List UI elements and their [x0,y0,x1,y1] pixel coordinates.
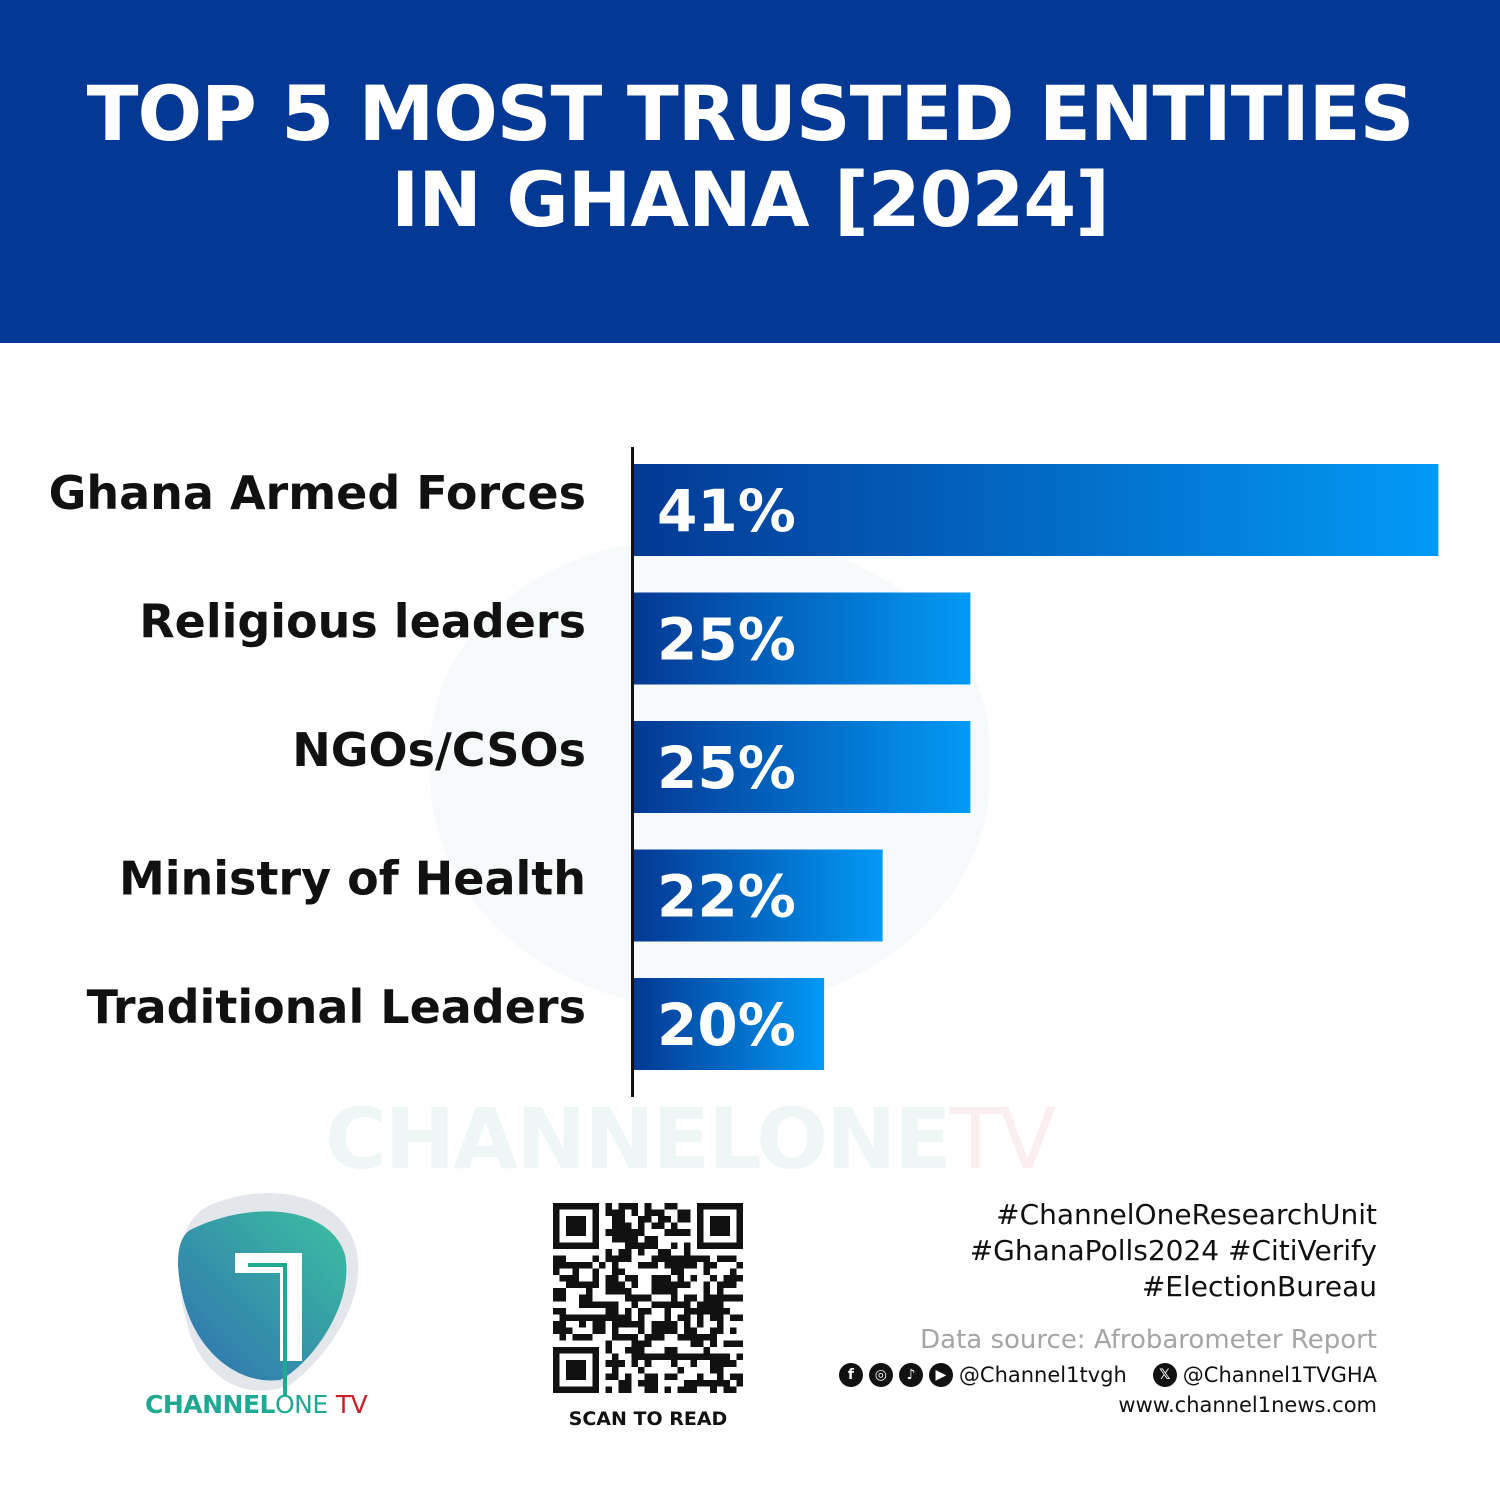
watermark-brand: CHANNELONE [325,1090,952,1188]
title-line-2: IN GHANA [2024] [390,154,1110,244]
watermark-tv: TV [949,1090,1057,1188]
qr-code[interactable] [553,1203,743,1393]
hashtag-line: #GhanaPolls2024 #CitiVerify [969,1234,1377,1267]
x-handle[interactable]: @Channel1TVGHA [1182,1363,1377,1387]
bar [634,721,971,813]
title-line-1: TOP 5 MOST TRUSTED ENTITIES [86,68,1415,158]
logo-brand-bold: CHANNEL [145,1390,275,1419]
hashtag-line: #ChannelOneResearchUnit [996,1198,1377,1231]
youtube-icon[interactable]: ▶ [928,1363,953,1387]
category-label: NGOs/CSOs [292,723,586,777]
logo-brand-light: ONE [274,1390,328,1419]
value-label: 41% [657,477,796,545]
tiktok-icon[interactable]: ♪ [898,1363,923,1387]
value-label: 22% [657,863,796,931]
value-label: 25% [657,734,796,802]
category-label: Religious leaders [139,595,586,649]
category-label: Traditional Leaders [87,980,586,1034]
page-title: TOP 5 MOST TRUSTED ENTITIES IN GHANA [20… [86,68,1415,244]
value-label: 20% [657,991,796,1059]
bar [634,978,825,1070]
x-icon[interactable]: 𝕏 [1152,1363,1177,1387]
header-banner: TOP 5 MOST TRUSTED ENTITIES IN GHANA [20… [0,0,1500,343]
data-source: Data source: Afrobarometer Report [920,1325,1377,1355]
footer-info: #ChannelOneResearchUnit #GhanaPolls2024 … [838,1197,1377,1417]
hashtags: #ChannelOneResearchUnit #GhanaPolls2024 … [839,1197,1377,1305]
website-link[interactable]: www.channel1news.com [1118,1393,1377,1417]
social-handle-1[interactable]: @Channel1tvgh [958,1363,1127,1387]
category-label: Ministry of Health [119,852,586,906]
channelone-logo [178,1193,359,1395]
watermark-text: CHANNELONETV [325,1090,1057,1188]
qr-caption: SCAN TO READ [568,1408,728,1430]
value-label: 25% [657,606,796,674]
instagram-icon[interactable]: ◎ [868,1363,893,1387]
social-handles: f ◎ ♪ ▶ @Channel1tvgh 𝕏 @Channel1TVGHA [838,1363,1377,1387]
hashtag-line: #ElectionBureau [1141,1270,1377,1303]
facebook-icon[interactable]: f [838,1363,863,1387]
bar [634,592,971,685]
logo-wordmark: CHANNELONE TV [145,1390,368,1419]
category-label: Ghana Armed Forces [49,466,586,520]
bar [634,849,883,942]
bar [634,464,1439,556]
logo-brand-tv: TV [335,1390,368,1419]
